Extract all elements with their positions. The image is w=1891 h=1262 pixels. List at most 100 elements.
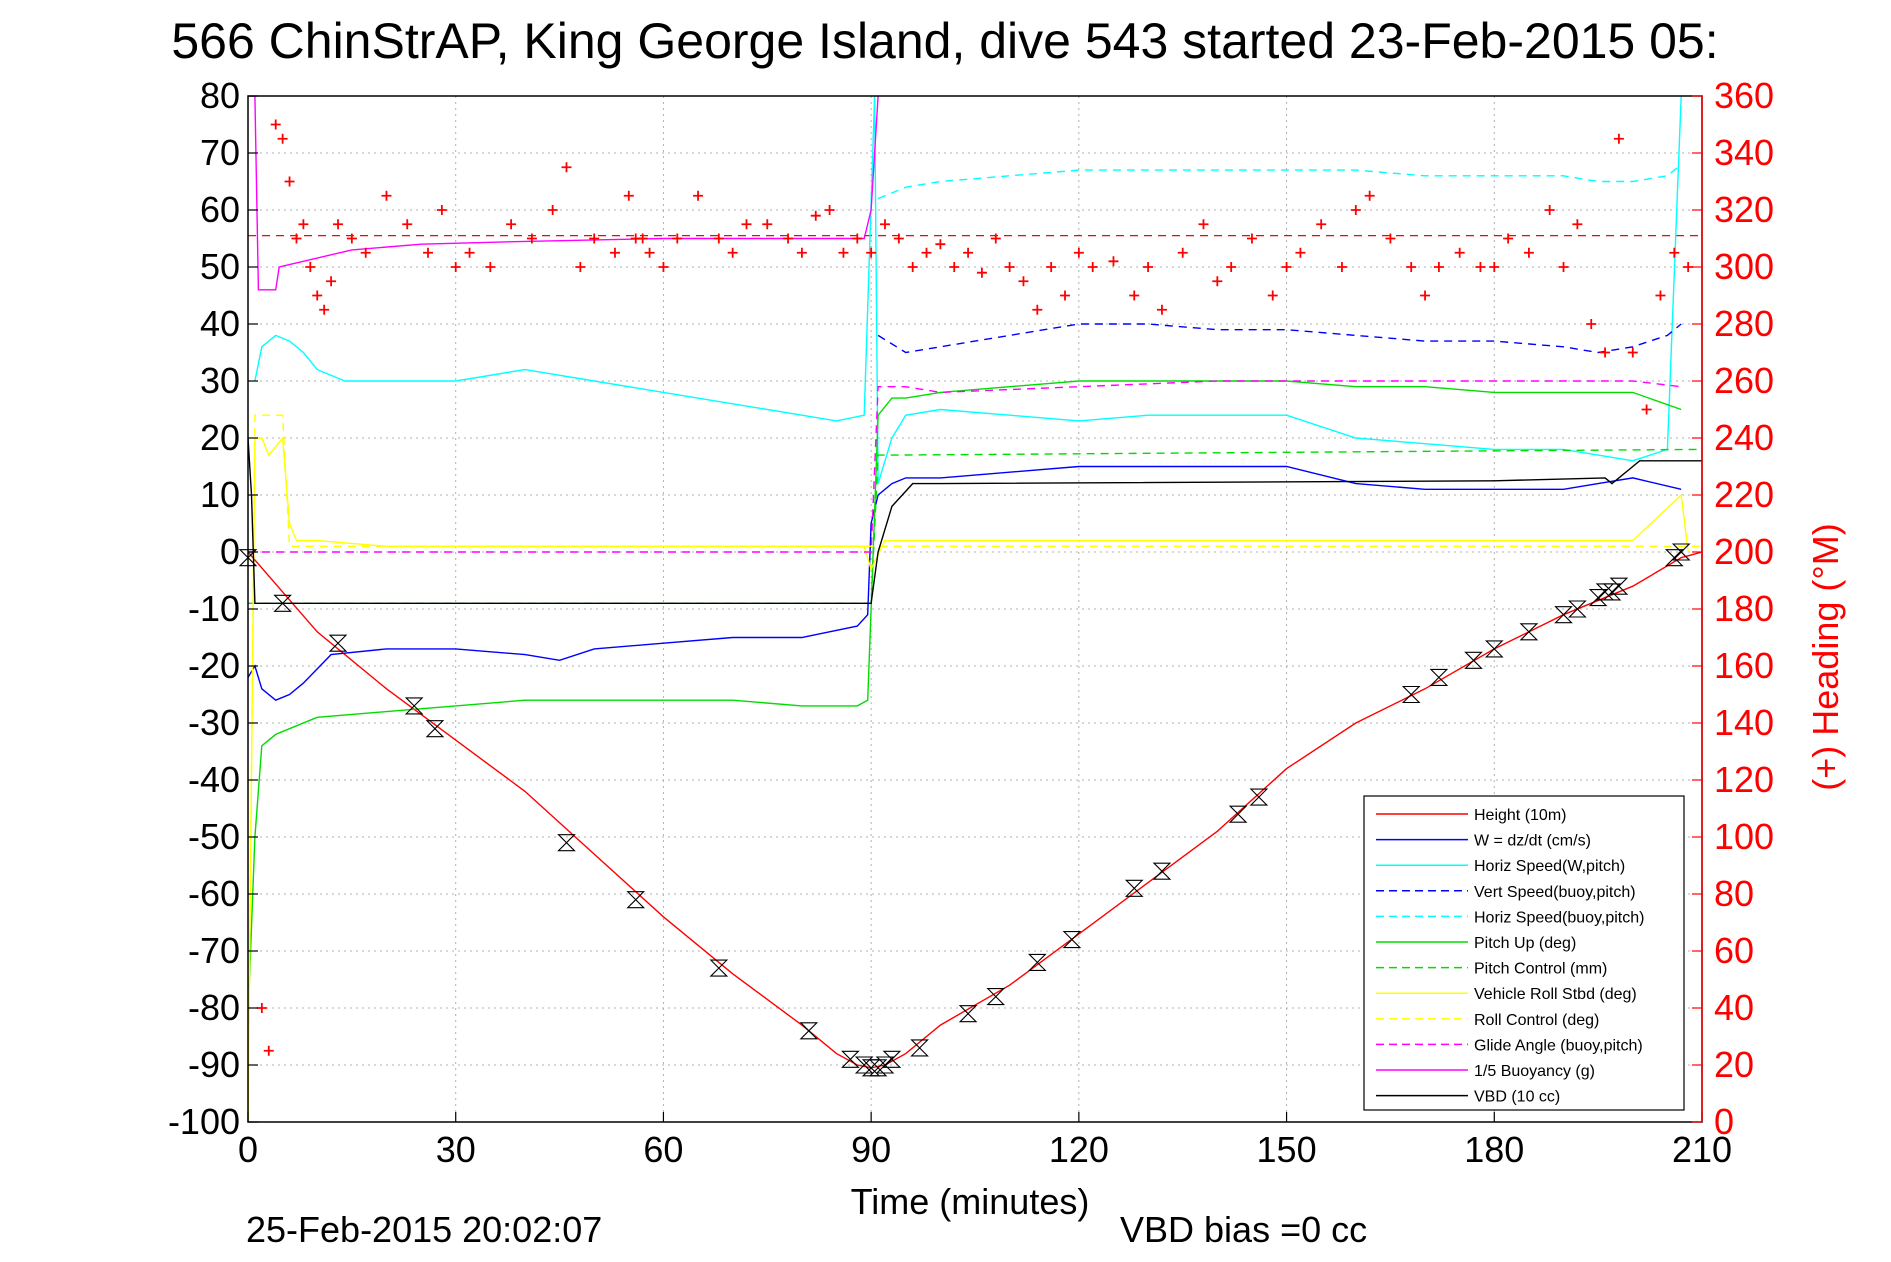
heading-point (1544, 205, 1555, 215)
height-marker (1228, 805, 1248, 823)
heading-point (644, 247, 655, 258)
y-tick-label: -40 (188, 759, 240, 800)
heading-point (1433, 262, 1444, 272)
heading-point (1004, 262, 1015, 272)
y-tick-label: -90 (188, 1044, 240, 1085)
height-marker (1249, 788, 1269, 806)
legend-label: Pitch Control (mm) (1474, 961, 1607, 978)
heading-point (423, 247, 434, 258)
y-tick-label: 20 (200, 417, 240, 458)
heading-point (526, 233, 537, 244)
x-axis-ticks: 0 30 60 90 120 150 180 210 (238, 1112, 1732, 1170)
heading-point (436, 205, 447, 215)
heading-point (575, 262, 586, 272)
heading-point (1046, 262, 1057, 272)
heading-point (1281, 262, 1292, 272)
y-tick-label: -70 (188, 930, 240, 971)
heading-point (1087, 262, 1098, 272)
y-tick-label: 10 (200, 474, 240, 515)
y-tick-label: -20 (188, 645, 240, 686)
x-tick-label: 60 (643, 1129, 683, 1170)
y-tick-label: -50 (188, 816, 240, 857)
heading-point (1503, 233, 1514, 244)
series-vbd-10-cc (248, 437, 1702, 604)
right-y-tick-label: 360 (1714, 75, 1774, 116)
y-tick-label: 70 (200, 132, 240, 173)
heading-point (838, 247, 849, 258)
heading-point (485, 262, 496, 272)
heading-point (1143, 262, 1154, 272)
heading-point (990, 233, 1001, 244)
series-height-10m (248, 551, 1702, 1069)
x-axis-label: Time (minutes) (851, 1181, 1090, 1222)
heading-point (609, 247, 620, 258)
height-marker (910, 1039, 929, 1057)
height-marker (404, 697, 424, 715)
height-markers (238, 543, 1691, 1077)
heading-point (1364, 190, 1375, 201)
heading-point (824, 205, 835, 215)
heading-point (1420, 290, 1431, 301)
height-marker (1671, 543, 1691, 561)
y-tick-label: 40 (200, 303, 240, 344)
x-tick-label: 30 (436, 1129, 476, 1170)
heading-point (277, 133, 288, 144)
heading-point (506, 219, 517, 230)
heading-point (270, 119, 281, 130)
heading-point (346, 233, 357, 244)
heading-point (1060, 290, 1071, 301)
legend-label: 1/5 Buoyancy (g) (1474, 1063, 1595, 1080)
heading-point (1032, 304, 1043, 315)
heading-point (866, 247, 877, 258)
height-marker (273, 594, 292, 612)
x-tick-label: 0 (238, 1129, 258, 1170)
x-tick-label: 180 (1464, 1129, 1524, 1170)
height-marker (1609, 577, 1629, 595)
x-tick-label: 210 (1672, 1129, 1732, 1170)
heading-point (949, 262, 960, 272)
heading-point (693, 190, 704, 201)
legend-label: Horiz Speed(buoy,pitch) (1474, 909, 1644, 926)
height-marker (799, 1022, 819, 1040)
right-y-axis-ticks: 3603403203002802602402202001801601401201… (1692, 75, 1774, 1142)
heading-point (907, 262, 918, 272)
height-marker (1519, 623, 1539, 641)
right-y-tick-label: 120 (1714, 759, 1774, 800)
heading-point (464, 247, 475, 258)
heading-point (893, 233, 904, 244)
heading-point (783, 233, 794, 244)
heading-point (1558, 262, 1569, 272)
y-tick-label: -60 (188, 873, 240, 914)
series-vehicle-roll-stbd-deg (248, 436, 1689, 1122)
height-marker (1027, 953, 1047, 971)
right-y-tick-label: 20 (1714, 1044, 1754, 1085)
heading-point (1073, 247, 1084, 258)
y-tick-label: -100 (168, 1101, 240, 1142)
heading-point (298, 219, 309, 230)
series-w-dz-dt-cm-s (248, 465, 1682, 702)
heading-point (810, 210, 821, 221)
right-y-tick-label: 160 (1714, 645, 1774, 686)
height-marker (1429, 668, 1449, 686)
heading-point (1350, 205, 1361, 215)
heading-point (762, 219, 773, 230)
height-marker (425, 720, 445, 738)
heading-point (1669, 247, 1680, 258)
y-tick-label: 30 (200, 360, 240, 401)
heading-markers (256, 119, 1694, 1056)
right-y-tick-label: 320 (1714, 189, 1774, 230)
heading-point (796, 247, 807, 258)
heading-point (1156, 304, 1167, 315)
legend-label: VBD (10 cc) (1474, 1089, 1560, 1106)
right-y-tick-label: 280 (1714, 303, 1774, 344)
height-marker (882, 1050, 902, 1068)
legend-label: Horiz Speed(W,pitch) (1474, 858, 1625, 875)
heading-point (879, 219, 890, 230)
series-glide-angle-buoy-pitch (248, 380, 1682, 553)
height-marker (1568, 600, 1587, 618)
height-marker (1062, 931, 1082, 949)
heading-point (561, 162, 572, 173)
y-axis-ticks: 80 70 60 50 40 30 20 10 0 -10 -20 -30 -40 -50 -60 -70 -8… (168, 75, 258, 1142)
heading-point (333, 219, 344, 230)
